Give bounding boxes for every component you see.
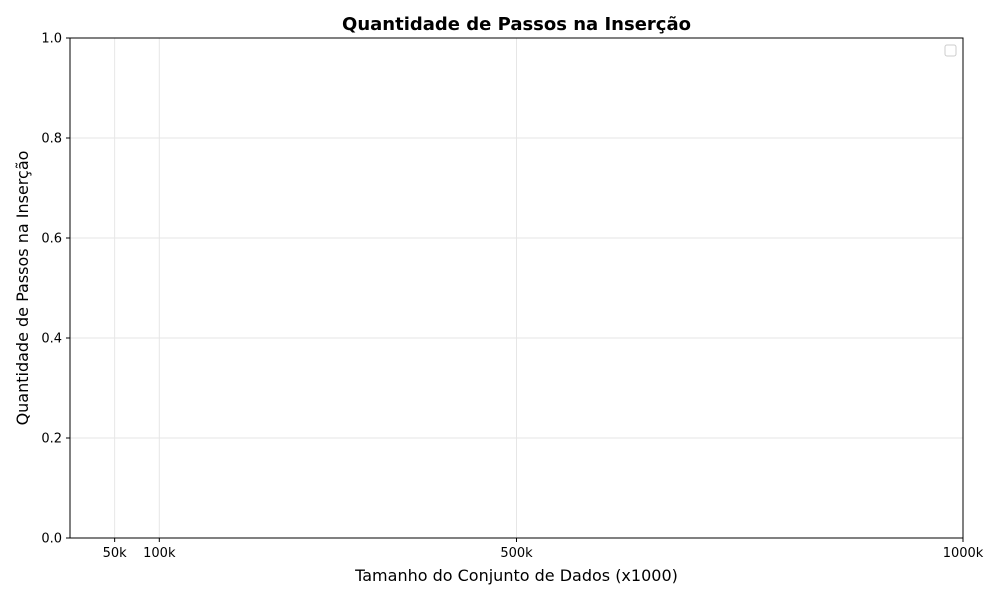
x-axis-ticks: 50k 100k 500k 1000k: [103, 538, 984, 561]
y-tick-label: 0.2: [41, 432, 62, 447]
x-tick-label: 1000k: [943, 546, 984, 561]
legend-box: [944, 44, 957, 57]
y-tick-label: 1.0: [41, 32, 62, 47]
y-tick-label: 0.4: [41, 332, 62, 347]
x-axis-label: Tamanho do Conjunto de Dados (x1000): [354, 566, 678, 585]
y-tick-label: 0.0: [41, 532, 62, 547]
x-tick-label: 100k: [143, 546, 176, 561]
y-axis-ticks: 0.0 0.2 0.4 0.6 0.8 1.0: [41, 32, 70, 547]
x-tick-label: 500k: [500, 546, 533, 561]
y-tick-label: 0.8: [41, 132, 62, 147]
y-tick-label: 0.6: [41, 232, 62, 247]
chart-title: Quantidade de Passos na Inserção: [342, 14, 691, 35]
x-tick-label: 50k: [103, 546, 128, 561]
grid-layer: [70, 37, 964, 539]
y-axis-label: Quantidade de Passos na Inserção: [13, 151, 32, 426]
